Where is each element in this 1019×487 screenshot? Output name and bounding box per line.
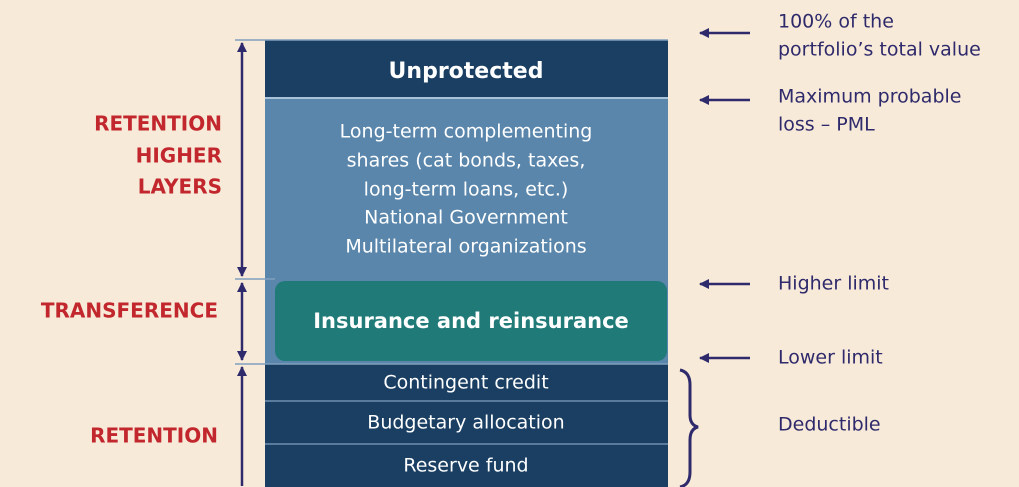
right-label: Deductible xyxy=(778,414,881,436)
left-label: HIGHER xyxy=(136,144,222,168)
layer-title: Unprotected xyxy=(389,59,544,84)
left-label: TRANSFERENCE xyxy=(41,299,218,323)
layer-text: Contingent credit xyxy=(383,372,548,394)
brace xyxy=(679,368,699,487)
right-label: Higher limit xyxy=(778,273,889,295)
layer-text: Long-term complementing xyxy=(340,121,593,143)
complement-block xyxy=(265,98,668,280)
left-label: RETENTION xyxy=(90,424,218,448)
layer-text: Budgetary allocation xyxy=(367,412,564,434)
right-label: 100% of the xyxy=(778,11,894,33)
unprotected-block xyxy=(265,40,668,98)
right-label: loss – PML xyxy=(778,114,875,136)
layer-text: National Government xyxy=(364,207,568,229)
right-label: portfolio’s total value xyxy=(778,39,981,61)
layer-text: Reserve fund xyxy=(403,455,528,477)
insurance-block xyxy=(275,281,667,361)
left-label: LAYERS xyxy=(138,175,222,199)
layer-text: shares (cat bonds, taxes, xyxy=(347,150,586,172)
layer-text: long-term loans, etc.) xyxy=(364,179,569,201)
right-label: Maximum probable xyxy=(778,86,961,108)
left-label: RETENTION xyxy=(94,112,222,136)
right-label: Lower limit xyxy=(778,347,883,369)
layer-title: Insurance and reinsurance xyxy=(313,309,629,333)
layer-text: Multilateral organizations xyxy=(345,236,586,258)
retention-block xyxy=(265,364,668,487)
